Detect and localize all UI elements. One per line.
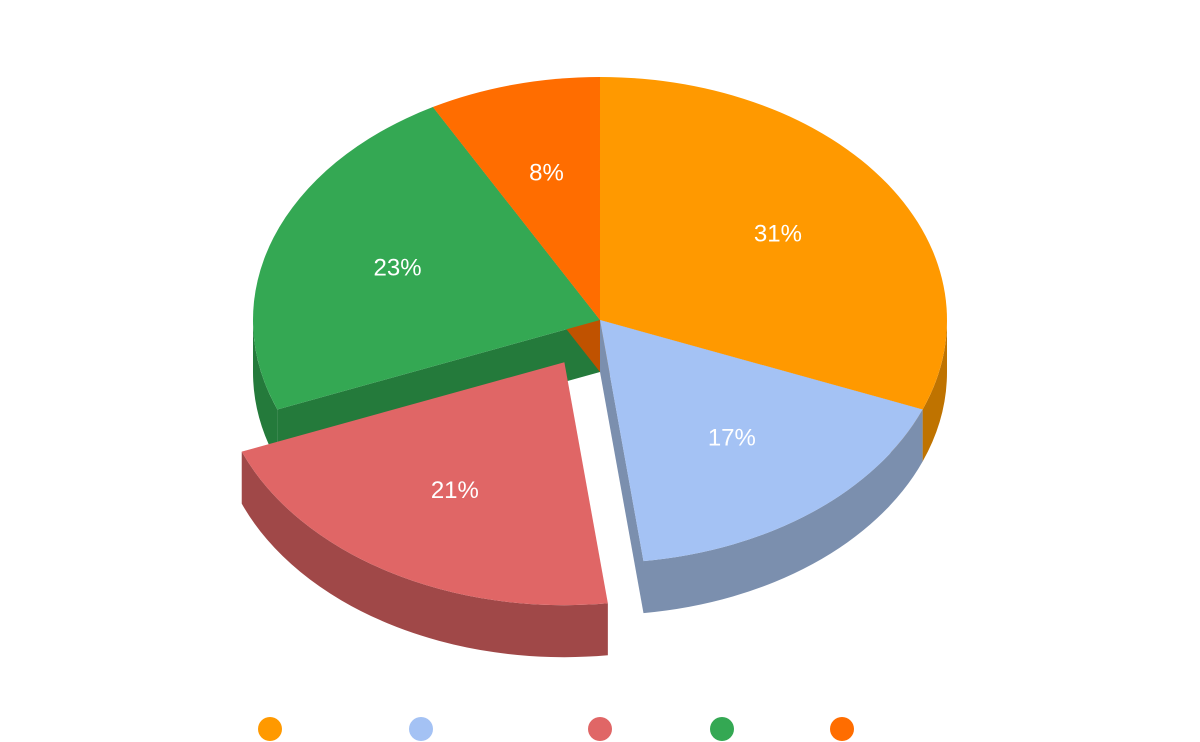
pie-slice-1 <box>600 320 923 562</box>
legend-marker-1 <box>409 717 433 741</box>
legend-marker-4 <box>830 717 854 741</box>
legend-marker-2 <box>588 717 612 741</box>
legend-marker-3 <box>710 717 734 741</box>
pie-labels: 31% 17% 21% 23% 8% <box>374 159 802 504</box>
slice-0-outer-wall <box>922 320 947 462</box>
slice-2-outer-wall <box>241 451 608 658</box>
slice-label-4: 8% <box>529 159 564 186</box>
legend-marker-0 <box>258 717 282 741</box>
pie-slice-4 <box>432 77 600 320</box>
slice-label-1: 17% <box>708 424 756 451</box>
slice-label-0: 31% <box>754 221 802 248</box>
slice-1-outer-wall <box>643 409 923 614</box>
legend <box>258 717 854 741</box>
slice-label-3: 23% <box>374 254 422 281</box>
pie-slice-3 <box>253 107 600 410</box>
pie-slice-2 <box>241 362 608 606</box>
slice-1-radial-wall-1 <box>600 320 644 614</box>
slice-3-outer-wall <box>253 320 278 462</box>
slice-label-2: 21% <box>431 477 479 504</box>
pie-slice-0 <box>600 77 947 410</box>
pie-tops <box>241 77 947 606</box>
